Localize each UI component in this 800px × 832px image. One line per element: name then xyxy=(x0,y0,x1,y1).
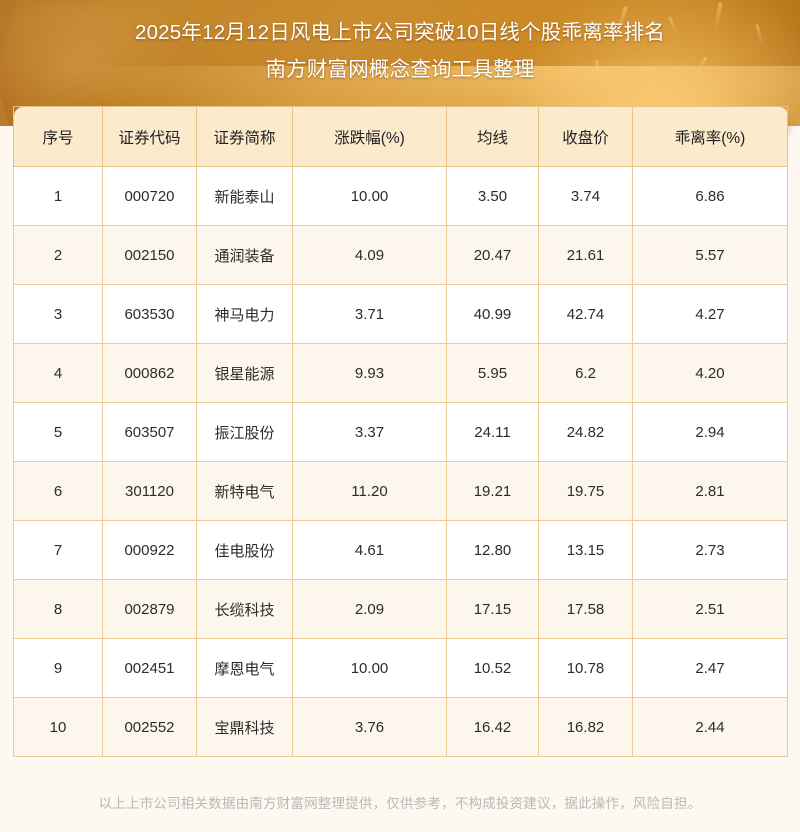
table-row: 10 002552 宝鼎科技 3.76 16.42 16.82 2.44 xyxy=(13,697,788,757)
cell-code: 002552 xyxy=(102,697,197,757)
cell-bias: 2.47 xyxy=(632,638,788,698)
cell-index: 6 xyxy=(13,461,103,521)
cell-close: 13.15 xyxy=(538,520,633,580)
cell-close: 19.75 xyxy=(538,461,633,521)
cell-bias: 6.86 xyxy=(632,166,788,226)
cell-change: 4.09 xyxy=(292,225,447,285)
cell-close: 3.74 xyxy=(538,166,633,226)
column-header-ma: 均线 xyxy=(446,106,539,167)
page-subtitle: 南方财富网概念查询工具整理 xyxy=(265,58,535,81)
cell-name: 佳电股份 xyxy=(196,520,293,580)
cell-index: 5 xyxy=(13,402,103,462)
cell-bias: 4.20 xyxy=(632,343,788,403)
cell-close: 6.2 xyxy=(538,343,633,403)
column-header-close: 收盘价 xyxy=(538,106,633,167)
cell-close: 42.74 xyxy=(538,284,633,344)
cell-index: 2 xyxy=(13,225,103,285)
cell-bias: 4.27 xyxy=(632,284,788,344)
cell-name: 振江股份 xyxy=(196,402,293,462)
column-header-code: 证券代码 xyxy=(102,106,197,167)
column-header-change: 涨跌幅(%) xyxy=(292,106,447,167)
banner-title-block: 2025年12月12日风电上市公司突破10日线个股乖离率排名 南方财富网概念查询… xyxy=(0,18,800,85)
cell-close: 17.58 xyxy=(538,579,633,639)
cell-code: 000922 xyxy=(102,520,197,580)
page-banner: 2025年12月12日风电上市公司突破10日线个股乖离率排名 南方财富网概念查询… xyxy=(0,0,800,126)
cell-change: 10.00 xyxy=(292,638,447,698)
cell-code: 603530 xyxy=(102,284,197,344)
cell-close: 21.61 xyxy=(538,225,633,285)
cell-ma: 19.21 xyxy=(446,461,539,521)
cell-name: 宝鼎科技 xyxy=(196,697,293,757)
cell-name: 银星能源 xyxy=(196,343,293,403)
cell-index: 9 xyxy=(13,638,103,698)
cell-index: 8 xyxy=(13,579,103,639)
cell-ma: 17.15 xyxy=(446,579,539,639)
cell-change: 11.20 xyxy=(292,461,447,521)
table-row: 4 000862 银星能源 9.93 5.95 6.2 4.20 xyxy=(13,343,788,403)
cell-index: 1 xyxy=(13,166,103,226)
table-row: 6 301120 新特电气 11.20 19.21 19.75 2.81 xyxy=(13,461,788,521)
cell-bias: 2.73 xyxy=(632,520,788,580)
cell-ma: 12.80 xyxy=(446,520,539,580)
cell-change: 3.37 xyxy=(292,402,447,462)
column-header-index: 序号 xyxy=(13,106,103,167)
column-header-bias: 乖离率(%) xyxy=(632,106,788,167)
cell-ma: 3.50 xyxy=(446,166,539,226)
table-row: 8 002879 长缆科技 2.09 17.15 17.58 2.51 xyxy=(13,579,788,639)
cell-change: 2.09 xyxy=(292,579,447,639)
cell-index: 10 xyxy=(13,697,103,757)
table-row: 5 603507 振江股份 3.37 24.11 24.82 2.94 xyxy=(13,402,788,462)
cell-bias: 2.94 xyxy=(632,402,788,462)
cell-change: 10.00 xyxy=(292,166,447,226)
cell-close: 24.82 xyxy=(538,402,633,462)
cell-ma: 24.11 xyxy=(446,402,539,462)
cell-change: 4.61 xyxy=(292,520,447,580)
cell-code: 002150 xyxy=(102,225,197,285)
table-body: 1 000720 新能泰山 10.00 3.50 3.74 6.86 2 002… xyxy=(13,166,788,757)
table-row: 3 603530 神马电力 3.71 40.99 42.74 4.27 xyxy=(13,284,788,344)
cell-index: 3 xyxy=(13,284,103,344)
table-header: 序号 证券代码 证券简称 涨跌幅(%) 均线 收盘价 乖离率(%) xyxy=(13,106,788,167)
cell-code: 002879 xyxy=(102,579,197,639)
cell-ma: 16.42 xyxy=(446,697,539,757)
cell-bias: 5.57 xyxy=(632,225,788,285)
column-header-name: 证券简称 xyxy=(196,106,293,167)
cell-index: 4 xyxy=(13,343,103,403)
cell-close: 10.78 xyxy=(538,638,633,698)
cell-change: 9.93 xyxy=(292,343,447,403)
cell-ma: 40.99 xyxy=(446,284,539,344)
cell-ma: 10.52 xyxy=(446,638,539,698)
table-row: 9 002451 摩恩电气 10.00 10.52 10.78 2.47 xyxy=(13,638,788,698)
cell-code: 002451 xyxy=(102,638,197,698)
cell-bias: 2.51 xyxy=(632,579,788,639)
cell-ma: 20.47 xyxy=(446,225,539,285)
cell-close: 16.82 xyxy=(538,697,633,757)
cell-code: 000720 xyxy=(102,166,197,226)
cell-name: 长缆科技 xyxy=(196,579,293,639)
cell-code: 000862 xyxy=(102,343,197,403)
table-row: 1 000720 新能泰山 10.00 3.50 3.74 6.86 xyxy=(13,166,788,226)
cell-bias: 2.81 xyxy=(632,461,788,521)
cell-bias: 2.44 xyxy=(632,697,788,757)
page-title: 2025年12月12日风电上市公司突破10日线个股乖离率排名 xyxy=(134,21,665,44)
cell-change: 3.76 xyxy=(292,697,447,757)
table-header-row: 序号 证券代码 证券简称 涨跌幅(%) 均线 收盘价 乖离率(%) xyxy=(13,106,788,167)
ranking-table: 序号 证券代码 证券简称 涨跌幅(%) 均线 收盘价 乖离率(%) 1 0007… xyxy=(13,106,788,757)
ranking-table-container: 序号 证券代码 证券简称 涨跌幅(%) 均线 收盘价 乖离率(%) 1 0007… xyxy=(13,106,788,757)
cell-code: 301120 xyxy=(102,461,197,521)
cell-name: 新特电气 xyxy=(196,461,293,521)
cell-code: 603507 xyxy=(102,402,197,462)
cell-name: 通润装备 xyxy=(196,225,293,285)
cell-index: 7 xyxy=(13,520,103,580)
cell-name: 神马电力 xyxy=(196,284,293,344)
cell-change: 3.71 xyxy=(292,284,447,344)
cell-name: 新能泰山 xyxy=(196,166,293,226)
table-row: 2 002150 通润装备 4.09 20.47 21.61 5.57 xyxy=(13,225,788,285)
table-row: 7 000922 佳电股份 4.61 12.80 13.15 2.73 xyxy=(13,520,788,580)
cell-ma: 5.95 xyxy=(446,343,539,403)
disclaimer-text: 以上上市公司相关数据由南方财富网整理提供，仅供参考，不构成投资建议，据此操作，风… xyxy=(98,796,702,811)
cell-name: 摩恩电气 xyxy=(196,638,293,698)
